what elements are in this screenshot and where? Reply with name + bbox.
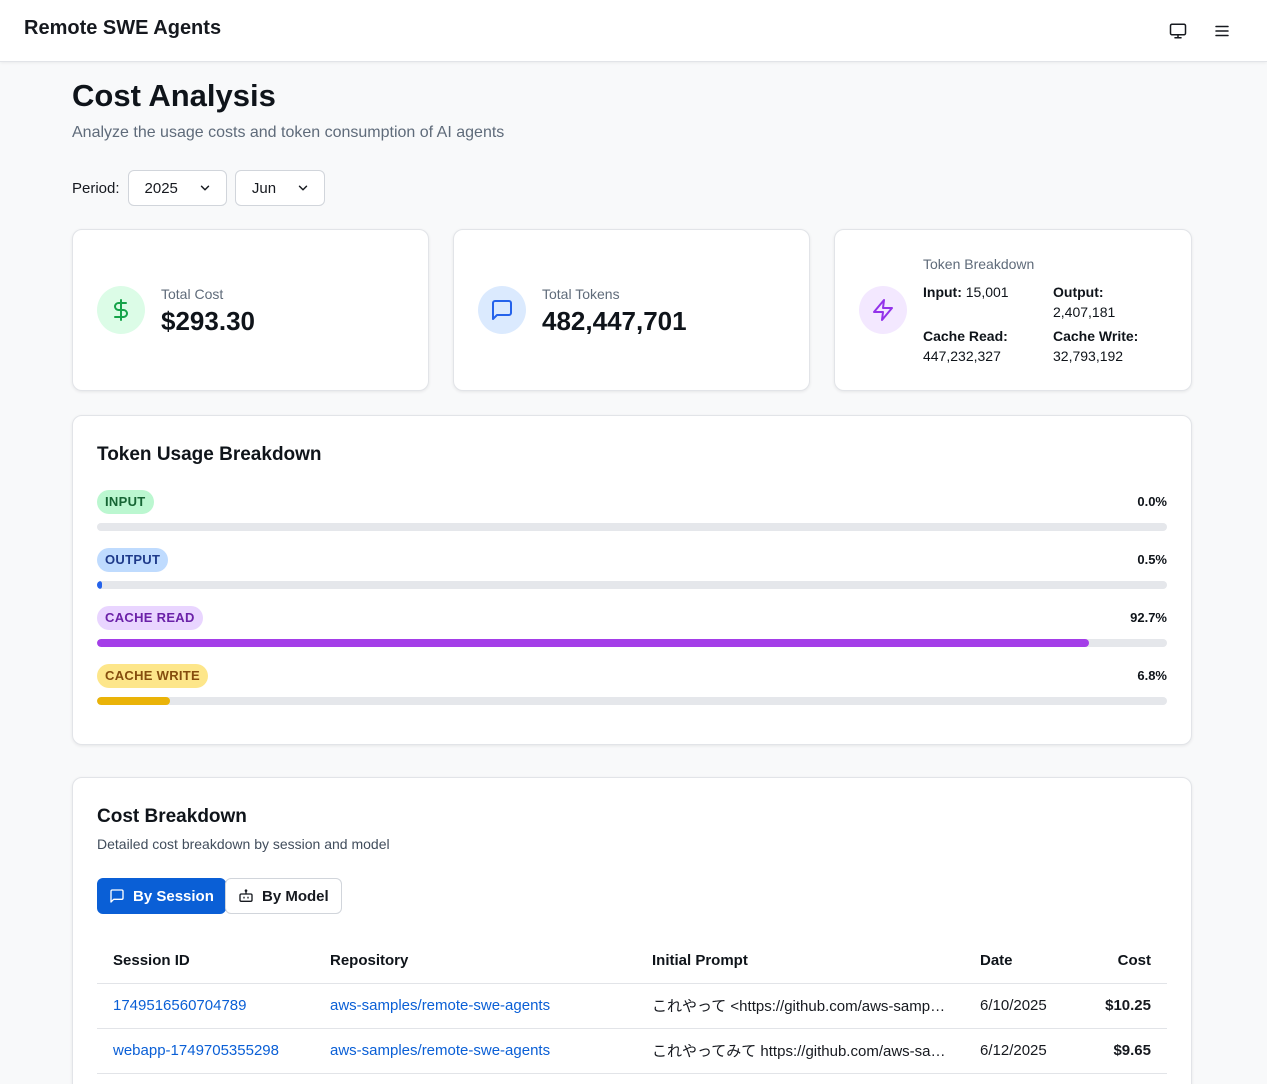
table-header-row: Session ID Repository Initial Prompt Dat… [97,938,1167,984]
cache-write-fill [97,697,170,705]
repository-link[interactable]: aws-samples/remote-swe-agents [314,983,636,1029]
chevron-down-icon [296,181,310,195]
input-badge: INPUT [97,490,154,514]
tab-by-model-label: By Model [262,887,329,905]
tab-by-model[interactable]: By Model [225,878,342,914]
cache-write-percent: 6.8% [1137,668,1167,683]
initial-prompt-cell: これやって <https://github.com/aws-sample... [636,983,964,1029]
usage-bar-cache-write: CACHE WRITE 6.8% [97,664,1167,706]
menu-icon[interactable] [1210,19,1234,43]
top-navigation-bar: Remote SWE Agents [0,0,1267,62]
column-repository[interactable]: Repository [314,938,636,984]
table-row: 1749516560704789 aws-samples/remote-swe-… [97,983,1167,1029]
year-select-value: 2025 [144,179,178,197]
session-id-link[interactable]: 1749516560704789 [97,983,314,1029]
input-track [97,523,1167,531]
repository-link[interactable]: aws-samples/remote-swe-agents [314,1028,636,1074]
month-select-value: Jun [251,179,277,197]
cost-table: Session ID Repository Initial Prompt Dat… [97,938,1167,1074]
session-id-link[interactable]: webapp-1749705355298 [97,1028,314,1074]
cache-write-tokens: Cache Write: 32,793,192 [1053,326,1173,366]
cost-cell: $9.65 [1074,1028,1167,1074]
monitor-icon[interactable] [1166,19,1190,43]
total-tokens-value: 482,447,701 [542,306,687,336]
zap-icon [859,286,907,334]
table-row: webapp-1749705355298 aws-samples/remote-… [97,1028,1167,1074]
input-percent: 0.0% [1137,494,1167,509]
token-usage-card: Token Usage Breakdown INPUT 0.0% OUTPUT … [72,415,1192,745]
column-session-id[interactable]: Session ID [97,938,314,984]
cache-read-fill [97,639,1089,647]
output-tokens-value: 2,407,181 [1053,304,1116,320]
chevron-down-icon [198,181,212,195]
total-cost-label: Total Cost [161,286,224,302]
token-usage-title: Token Usage Breakdown [97,444,322,465]
year-select[interactable]: 2025 [127,170,227,206]
tab-by-session[interactable]: By Session [97,878,226,914]
output-tokens: Output: 2,407,181 [1053,282,1173,322]
output-percent: 0.5% [1137,552,1167,567]
cache-read-badge: CACHE READ [97,606,203,630]
message-icon [109,888,125,904]
column-date[interactable]: Date [964,938,1074,984]
token-breakdown-title: Token Breakdown [923,256,1035,272]
period-selector: Period: 2025 Jun [72,170,333,206]
initial-prompt-text: これやって <https://github.com/aws-sample... [652,998,948,1015]
usage-bar-input: INPUT 0.0% [97,490,1167,532]
cost-cell: $10.25 [1074,983,1167,1029]
initial-prompt-cell: これやってみて https://github.com/aws-samp... [636,1028,964,1074]
total-tokens-card: Total Tokens 482,447,701 [453,229,810,391]
cost-breakdown-card: Cost Breakdown Detailed cost breakdown b… [72,777,1192,1084]
cache-write-badge: CACHE WRITE [97,664,209,688]
page-title: Cost Analysis [72,78,276,113]
cost-breakdown-title: Cost Breakdown [97,806,247,827]
cache-read-tokens: Cache Read: 447,232,327 [923,326,1043,366]
page-subtitle: Analyze the usage costs and token consum… [72,124,505,141]
app-title[interactable]: Remote SWE Agents [24,17,222,39]
token-breakdown-card: Token Breakdown Input: 15,001 Output: 2,4… [834,229,1192,391]
month-select[interactable]: Jun [234,170,326,206]
column-cost[interactable]: Cost [1074,938,1167,984]
dollar-icon [97,286,145,334]
output-badge: OUTPUT [97,548,169,572]
cache-read-tokens-value: 447,232,327 [923,348,1001,364]
cache-read-percent: 92.7% [1130,610,1167,625]
output-tokens-label: Output: [1053,284,1104,300]
tab-by-session-label: By Session [133,887,214,905]
column-initial-prompt[interactable]: Initial Prompt [636,938,964,984]
date-cell: 6/10/2025 [964,983,1074,1029]
cache-write-tokens-label: Cache Write: [1053,328,1139,344]
cache-write-track [97,697,1167,705]
usage-bar-output: OUTPUT 0.5% [97,548,1167,590]
output-fill [97,581,103,589]
bot-icon [238,888,254,904]
total-cost-value: $293.30 [161,306,255,336]
total-cost-card: Total Cost $293.30 [72,229,429,391]
initial-prompt-text: これやってみて https://github.com/aws-samp... [652,1043,948,1060]
output-track [97,581,1167,589]
input-tokens-label: Input: [923,284,962,300]
cache-read-track [97,639,1167,647]
date-cell: 6/12/2025 [964,1028,1074,1074]
cache-write-tokens-value: 32,793,192 [1053,348,1124,364]
cache-read-tokens-label: Cache Read: [923,328,1008,344]
total-tokens-label: Total Tokens [542,286,620,302]
input-tokens: Input: 15,001 [923,282,1043,302]
input-tokens-value: 15,001 [965,284,1009,300]
message-icon [478,286,526,334]
cost-breakdown-description: Detailed cost breakdown by session and m… [97,836,390,852]
usage-bar-cache-read: CACHE READ 92.7% [97,606,1167,648]
period-label: Period: [72,179,120,197]
